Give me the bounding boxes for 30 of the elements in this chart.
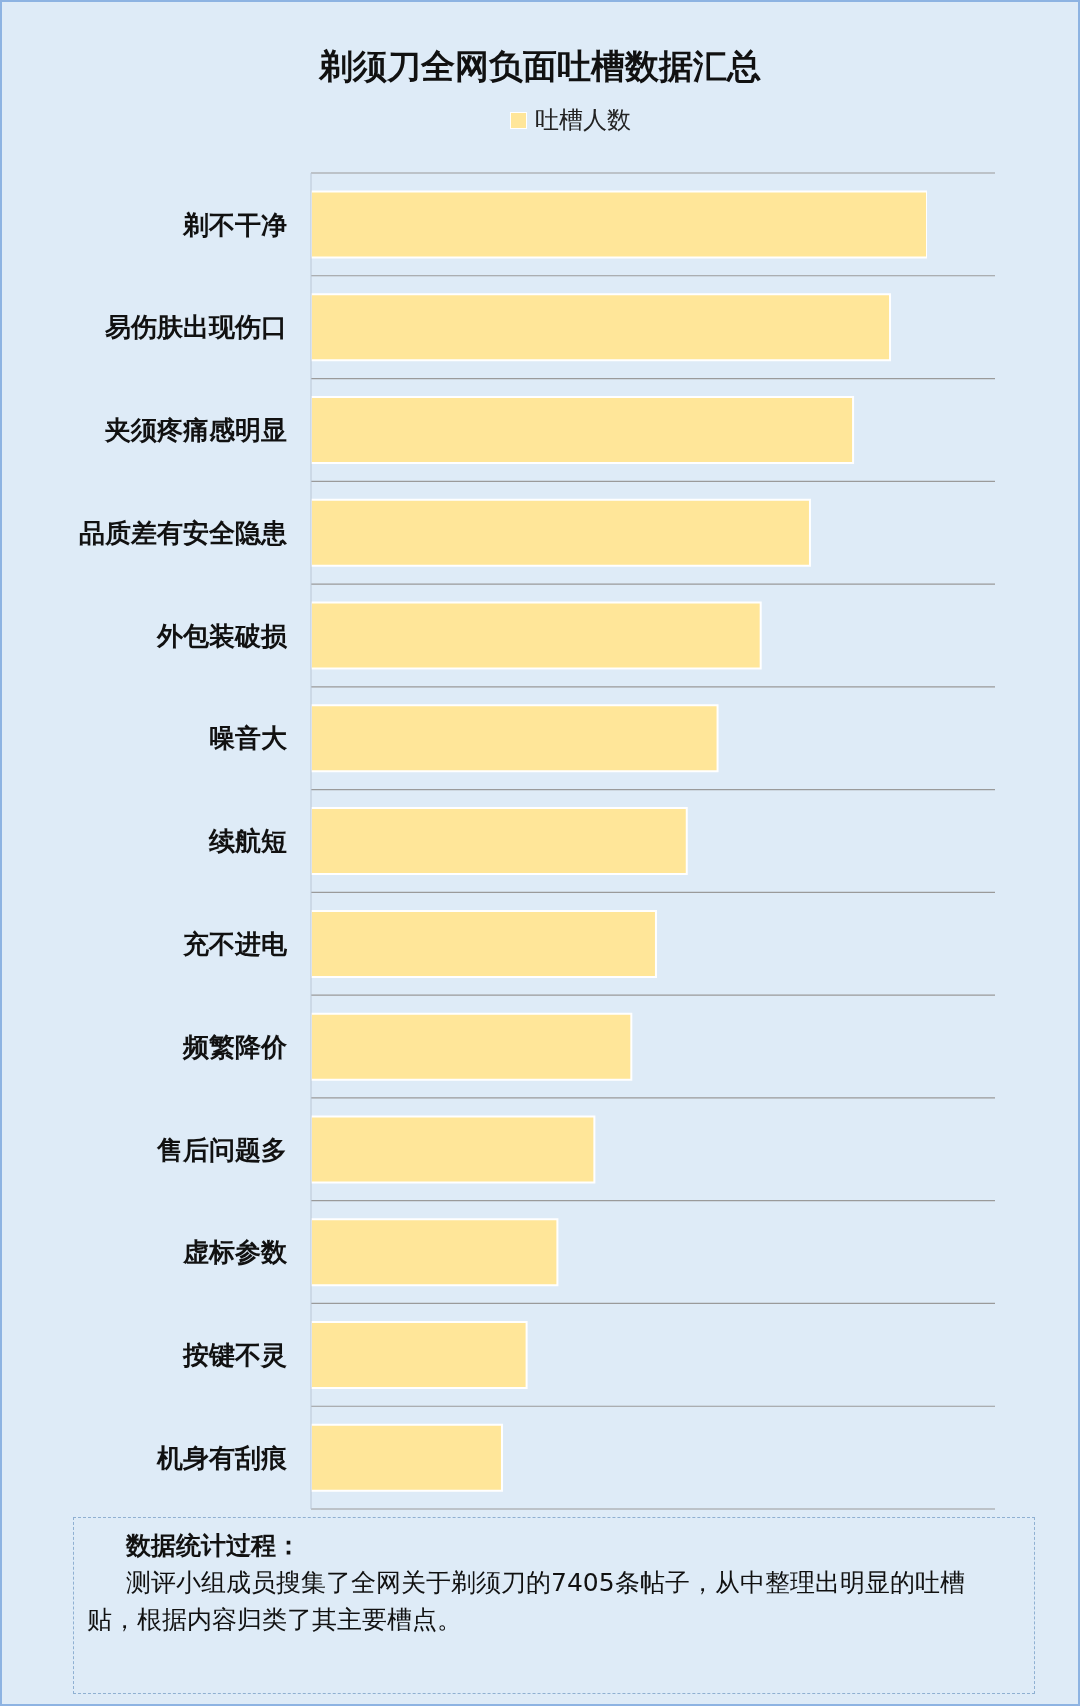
bar xyxy=(311,1012,633,1081)
y-tick-label: 易伤肤出现伤口 xyxy=(104,312,287,343)
y-tick-label: 充不进电 xyxy=(182,929,288,959)
y-tick-label: 虚标参数 xyxy=(182,1237,288,1268)
bar xyxy=(311,1320,528,1389)
bar xyxy=(311,1423,503,1492)
bar xyxy=(311,909,657,978)
bar xyxy=(311,498,811,567)
bar xyxy=(311,1218,559,1287)
bar xyxy=(311,293,892,362)
text: 数据统计过程： xyxy=(125,1530,302,1562)
y-tick-label: 频繁降价 xyxy=(182,1031,288,1062)
y-tick-label: 剃不干净 xyxy=(182,209,287,240)
chart-title: 剃须刀全网负面吐槽数据汇总 xyxy=(317,45,762,88)
y-tick-label: 机身有刮痕 xyxy=(156,1442,287,1473)
bar xyxy=(311,704,719,773)
y-tick-label: 品质差有安全隐患 xyxy=(79,517,287,548)
bar xyxy=(311,1115,596,1184)
legend-label: 吐槽人数 xyxy=(534,105,631,136)
y-tick-label: 按键不灵 xyxy=(182,1340,287,1371)
y-tick-label: 外包装破损 xyxy=(156,620,288,651)
bar xyxy=(311,601,762,670)
y-tick-label: 续航短 xyxy=(208,826,287,857)
bar xyxy=(311,190,927,259)
bar xyxy=(311,396,855,465)
bar xyxy=(311,807,688,876)
text: 测评小组成员搜集了全网关于剃须刀的7405条帖子，从中整理出明显的吐槽贴，根据内容归类了其主要槽点。 xyxy=(87,1567,966,1636)
y-tick-label: 售后问题多 xyxy=(156,1134,287,1165)
y-tick-label: 夹须疼痛感明显 xyxy=(104,415,287,446)
y-tick-label: 噪音大 xyxy=(209,723,288,754)
